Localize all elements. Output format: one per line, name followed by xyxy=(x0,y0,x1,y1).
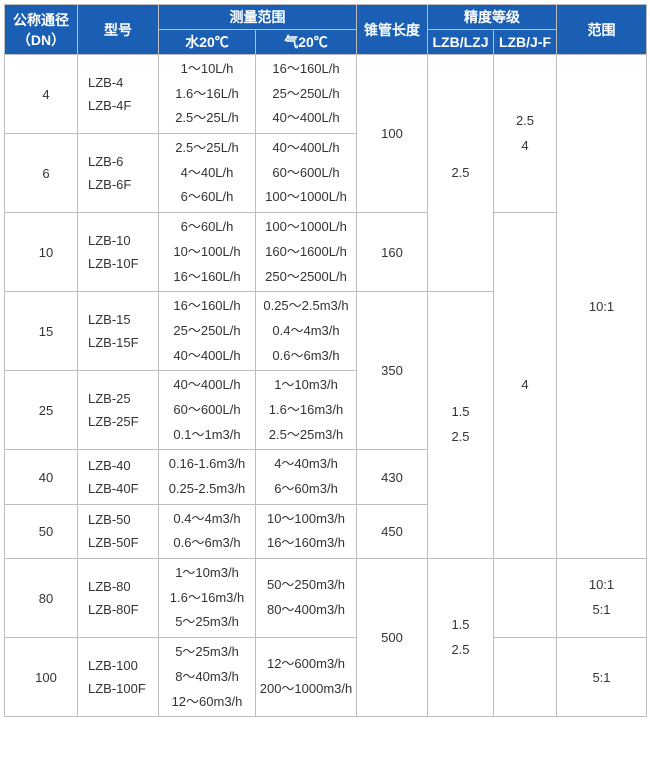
cell-p2-empty xyxy=(494,559,557,638)
cell-range: 10:15:1 xyxy=(557,559,647,638)
table-header: 公称通径（DN） 型号 测量范围 锥管长度 精度等级 范围 水20℃ 气20℃ … xyxy=(5,5,647,55)
hdr-precision-group: 精度等级 xyxy=(428,5,557,30)
cell-model: LZB-80LZB-80F xyxy=(78,559,159,638)
hdr-p2: LZB/J-F xyxy=(494,30,557,55)
cell-model: LZB-50LZB-50F xyxy=(78,504,159,558)
hdr-dn: 公称通径（DN） xyxy=(5,5,78,55)
hdr-tube-len: 锥管长度 xyxy=(357,5,428,55)
table-row: 4 LZB-4LZB-4F 1～10L/h1.6～16L/h2.5～25L/h … xyxy=(5,55,647,134)
table-row: 10 LZB-10LZB-10F 6～60L/h10～100L/h16～160L… xyxy=(5,213,647,292)
cell-model: LZB-40LZB-40F xyxy=(78,450,159,504)
hdr-model: 型号 xyxy=(78,5,159,55)
cell-dn: 40 xyxy=(5,450,78,504)
cell-air: 1～10m3/h1.6～16m3/h2.5～25m3/h xyxy=(256,371,357,450)
cell-len: 350 xyxy=(357,292,428,450)
cell-len: 160 xyxy=(357,213,428,292)
table-row: 100 LZB-100LZB-100F 5～25m3/h8～40m3/h12～6… xyxy=(5,638,647,717)
cell-len: 500 xyxy=(357,559,428,717)
cell-model: LZB-6LZB-6F xyxy=(78,134,159,213)
cell-air: 16～160L/h25～250L/h40～400L/h xyxy=(256,55,357,134)
cell-dn: 80 xyxy=(5,559,78,638)
cell-p2: 2.54 xyxy=(494,55,557,213)
cell-model: LZB-4LZB-4F xyxy=(78,55,159,134)
spec-table: 公称通径（DN） 型号 测量范围 锥管长度 精度等级 范围 水20℃ 气20℃ … xyxy=(4,4,647,717)
cell-dn: 25 xyxy=(5,371,78,450)
cell-air: 12～600m3/h200～1000m3/h xyxy=(256,638,357,717)
cell-p1: 1.52.5 xyxy=(428,559,494,717)
cell-air: 50～250m3/h80～400m3/h xyxy=(256,559,357,638)
cell-dn: 4 xyxy=(5,55,78,134)
cell-model: LZB-25LZB-25F xyxy=(78,371,159,450)
cell-len: 450 xyxy=(357,504,428,558)
hdr-range: 范围 xyxy=(557,5,647,55)
cell-water: 0.16-1.6m3/h0.25-2.5m3/h xyxy=(159,450,256,504)
cell-air: 0.25～2.5m3/h0.4～4m3/h0.6～6m3/h xyxy=(256,292,357,371)
cell-dn: 50 xyxy=(5,504,78,558)
cell-water: 1～10L/h1.6～16L/h2.5～25L/h xyxy=(159,55,256,134)
hdr-air: 气20℃ xyxy=(256,30,357,55)
cell-model: LZB-100LZB-100F xyxy=(78,638,159,717)
cell-range: 10:1 xyxy=(557,55,647,559)
cell-p2-empty xyxy=(494,638,557,717)
cell-dn: 100 xyxy=(5,638,78,717)
cell-water: 5～25m3/h8～40m3/h12～60m3/h xyxy=(159,638,256,717)
cell-dn: 15 xyxy=(5,292,78,371)
cell-p1: 2.5 xyxy=(428,55,494,292)
cell-p2: 4 xyxy=(494,213,557,559)
cell-dn: 10 xyxy=(5,213,78,292)
cell-dn: 6 xyxy=(5,134,78,213)
hdr-water: 水20℃ xyxy=(159,30,256,55)
cell-model: LZB-15LZB-15F xyxy=(78,292,159,371)
cell-model: LZB-10LZB-10F xyxy=(78,213,159,292)
cell-air: 40～400L/h60～600L/h100～1000L/h xyxy=(256,134,357,213)
cell-len: 430 xyxy=(357,450,428,504)
cell-water: 16～160L/h25～250L/h40～400L/h xyxy=(159,292,256,371)
cell-p1: 1.52.5 xyxy=(428,292,494,559)
cell-len: 100 xyxy=(357,55,428,213)
cell-water: 40～400L/h60～600L/h0.1～1m3/h xyxy=(159,371,256,450)
cell-water: 6～60L/h10～100L/h16～160L/h xyxy=(159,213,256,292)
cell-air: 10～100m3/h16～160m3/h xyxy=(256,504,357,558)
cell-water: 2.5～25L/h4～40L/h6～60L/h xyxy=(159,134,256,213)
cell-water: 1～10m3/h1.6～16m3/h5～25m3/h xyxy=(159,559,256,638)
cell-air: 4～40m3/h6～60m3/h xyxy=(256,450,357,504)
hdr-range-group: 测量范围 xyxy=(159,5,357,30)
cell-air: 100～1000L/h160～1600L/h250～2500L/h xyxy=(256,213,357,292)
cell-range: 5:1 xyxy=(557,638,647,717)
table-row: 80 LZB-80LZB-80F 1～10m3/h1.6～16m3/h5～25m… xyxy=(5,559,647,638)
cell-water: 0.4～4m3/h0.6～6m3/h xyxy=(159,504,256,558)
hdr-p1: LZB/LZJ xyxy=(428,30,494,55)
